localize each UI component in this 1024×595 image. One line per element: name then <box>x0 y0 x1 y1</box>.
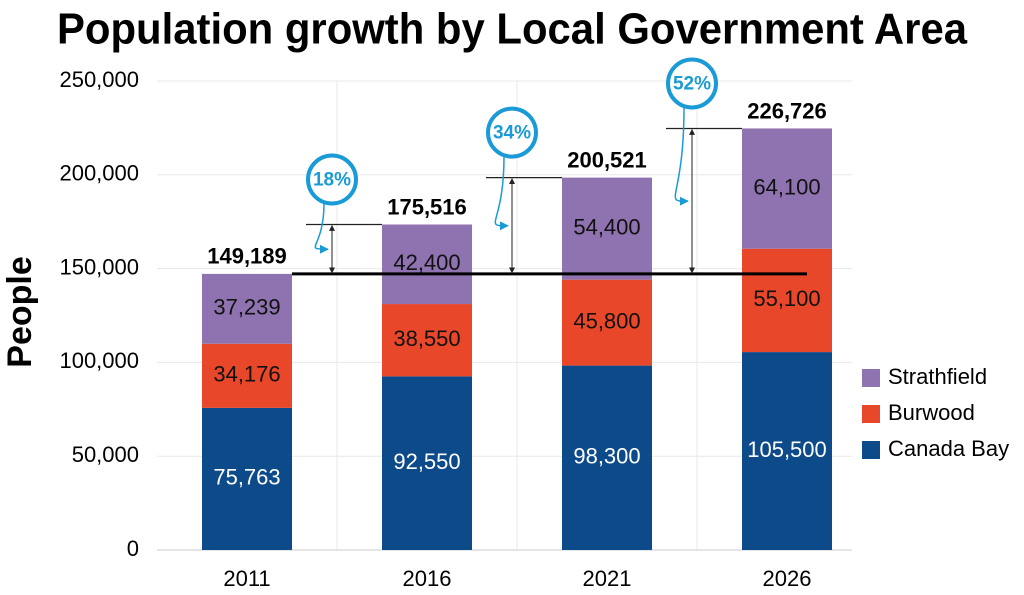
legend-swatch <box>862 405 880 423</box>
growth-arrow <box>314 203 329 254</box>
chart-title: Population growth by Local Government Ar… <box>57 5 967 54</box>
growth-arrow <box>494 156 509 231</box>
y-tick-label: 150,000 <box>59 254 139 279</box>
growth-label: 18% <box>313 170 351 191</box>
y-tick-label: 0 <box>127 536 139 561</box>
bar-segment <box>562 365 652 550</box>
x-tick-label: 2011 <box>223 566 270 591</box>
y-tick-label: 50,000 <box>72 442 139 467</box>
data-label: 55,100 <box>753 286 820 311</box>
total-label: 149,189 <box>207 244 287 269</box>
bar-segment <box>562 177 652 280</box>
growth-arrow <box>674 107 689 206</box>
total-label: 226,726 <box>747 98 827 123</box>
data-label: 105,500 <box>747 437 827 462</box>
data-label: 98,300 <box>573 444 640 469</box>
legend-label: Canada Bay <box>888 436 1009 461</box>
growth-label: 34% <box>493 123 531 144</box>
legend-label: Burwood <box>888 400 975 425</box>
data-label: 92,550 <box>393 449 460 474</box>
legend-label: Strathfield <box>888 364 987 389</box>
bar-segment <box>742 352 832 550</box>
growth-label: 52% <box>673 73 711 94</box>
bar-segment <box>382 224 472 305</box>
data-label: 75,763 <box>213 465 280 490</box>
y-tick-label: 100,000 <box>59 348 139 373</box>
data-label: 34,176 <box>213 362 280 387</box>
total-label: 175,516 <box>387 194 467 219</box>
data-label: 38,550 <box>393 326 460 351</box>
data-label: 54,400 <box>573 214 640 239</box>
total-label: 200,521 <box>567 147 647 172</box>
data-label: 64,100 <box>753 174 820 199</box>
growth-badge <box>666 57 718 110</box>
y-axis-label: People <box>1 256 39 367</box>
x-tick-label: 2016 <box>403 566 452 591</box>
bar-segment <box>382 304 472 377</box>
data-label: 45,800 <box>573 308 640 333</box>
x-tick-label: 2026 <box>763 566 812 591</box>
bar-segment <box>562 279 652 366</box>
legend-swatch <box>862 369 880 387</box>
growth-badge <box>306 153 358 206</box>
data-label: 42,400 <box>393 250 460 275</box>
bar-segment <box>382 376 472 550</box>
x-tick-label: 2021 <box>583 566 632 591</box>
y-tick-label: 250,000 <box>59 67 139 92</box>
y-tick-label: 200,000 <box>59 161 139 186</box>
bar-segment <box>202 407 292 550</box>
bar-segment <box>742 128 832 249</box>
bar-segment <box>202 343 292 408</box>
growth-badge <box>486 106 538 159</box>
data-label: 37,239 <box>213 295 280 320</box>
bar-segment <box>202 273 292 344</box>
legend-swatch <box>862 441 880 459</box>
bar-segment <box>742 248 832 353</box>
